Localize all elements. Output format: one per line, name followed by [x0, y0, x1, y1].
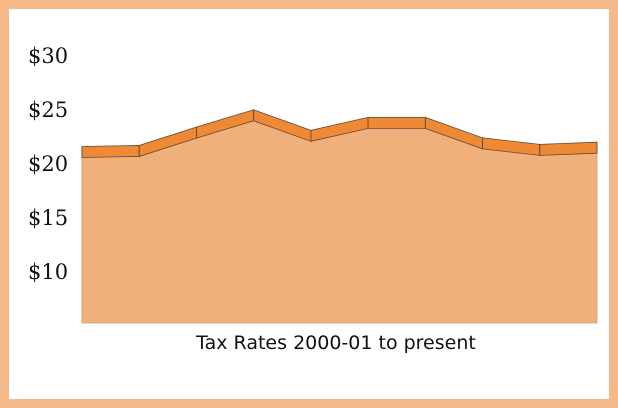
area-top-band-segment: [367, 116, 426, 129]
y-tick-label: $20: [28, 152, 68, 176]
y-axis-ticks: $30 $25 $20 $15 $10: [28, 44, 68, 284]
area-top-band-segment: [81, 145, 140, 158]
y-tick-label: $30: [28, 44, 68, 68]
y-tick-label: $15: [28, 206, 68, 230]
y-tick-label: $10: [28, 260, 68, 284]
area-top-band-segment: [539, 141, 598, 156]
plot-area: [81, 109, 598, 324]
x-axis-label: Tax Rates 2000-01 to present: [195, 332, 476, 354]
y-tick-label: $25: [28, 98, 68, 122]
